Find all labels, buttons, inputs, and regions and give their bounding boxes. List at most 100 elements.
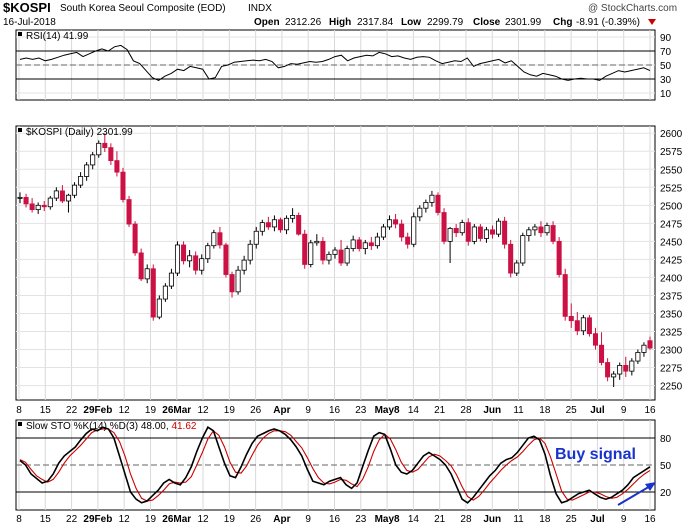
date-tick-label: 16 xyxy=(329,405,341,416)
candle-body xyxy=(344,248,350,264)
high-value: 2317.84 xyxy=(357,17,394,28)
candle-body xyxy=(374,236,380,247)
candle xyxy=(217,226,223,249)
candle xyxy=(108,143,114,165)
candle xyxy=(314,234,320,246)
candle-body xyxy=(17,196,23,199)
buy-signal-arrow xyxy=(617,484,653,506)
open-label: Open xyxy=(254,17,280,28)
date-tick-label: 25 xyxy=(566,514,578,525)
candle xyxy=(405,232,411,249)
date-tick-label: 14 xyxy=(408,405,420,416)
low-value: 2299.79 xyxy=(427,17,464,28)
candle xyxy=(302,229,308,269)
candle-body xyxy=(368,242,374,247)
open-value: 2312.26 xyxy=(285,17,322,28)
candle-body xyxy=(84,164,90,177)
date-tick-label: 18 xyxy=(539,405,551,416)
candle-body xyxy=(314,240,320,244)
candle-body xyxy=(544,225,550,234)
date-tick-label: 21 xyxy=(434,514,446,525)
candle-body xyxy=(435,194,441,213)
candle-body xyxy=(259,222,265,232)
candle-body xyxy=(193,255,199,271)
candle xyxy=(580,314,586,336)
candle-body xyxy=(362,242,368,249)
symbol-label: $KOSPI xyxy=(3,0,51,15)
date-tick-label: 23 xyxy=(355,514,367,525)
candle xyxy=(102,133,108,152)
date-tick-label: 9 xyxy=(305,514,311,525)
date-tick-label: May8 xyxy=(375,514,400,525)
candle-body xyxy=(265,222,271,228)
candle xyxy=(362,239,368,255)
candle-body xyxy=(556,240,562,275)
candle xyxy=(126,195,132,227)
candle-body xyxy=(574,320,580,332)
candle-body xyxy=(78,176,84,186)
candle xyxy=(223,242,229,278)
candle xyxy=(162,283,168,302)
candle xyxy=(399,219,405,242)
date-tick-label: 28 xyxy=(460,514,472,525)
price-legend: $KOSPI (Daily) 2301.99 xyxy=(26,127,133,138)
candle xyxy=(538,221,544,238)
candle-body xyxy=(423,202,429,209)
candle xyxy=(271,215,277,232)
candle xyxy=(374,232,380,249)
rsi-tick-label: 70 xyxy=(660,47,672,58)
candle xyxy=(71,182,78,199)
date-tick-label: 26 xyxy=(250,514,262,525)
date-tick-label: May8 xyxy=(375,405,400,416)
candle xyxy=(447,226,453,263)
candle xyxy=(350,235,356,252)
candle-body xyxy=(417,207,423,218)
quote-date: 16-Jul-2018 xyxy=(3,17,56,28)
candle-body xyxy=(502,220,508,245)
candle xyxy=(65,193,71,213)
candle xyxy=(199,254,205,275)
candle-body xyxy=(71,184,78,196)
date-tick-label: 19 xyxy=(224,405,236,416)
date-tick-label: 9 xyxy=(621,514,627,525)
candle xyxy=(411,212,417,248)
date-tick-label: 16 xyxy=(644,514,656,525)
candle-body xyxy=(508,243,514,274)
candle-body xyxy=(580,317,586,332)
date-tick-label: Apr xyxy=(273,514,290,525)
close-label: Close xyxy=(473,17,501,28)
candle xyxy=(544,222,550,236)
exchange-label: INDX xyxy=(248,3,272,14)
candle xyxy=(508,239,514,278)
rsi-tick-label: 10 xyxy=(660,89,672,100)
candle xyxy=(47,195,53,210)
date-tick-label: Apr xyxy=(273,405,290,416)
rsi-legend-swatch xyxy=(18,32,22,36)
candle-body xyxy=(132,223,138,254)
candle-body xyxy=(465,222,471,242)
candle xyxy=(35,202,41,214)
candle-body xyxy=(429,194,435,203)
price-tick-label: 2450 xyxy=(660,237,683,248)
candle xyxy=(441,208,447,245)
candle xyxy=(344,245,350,266)
price-tick-label: 2600 xyxy=(660,129,683,140)
candle xyxy=(532,224,538,236)
candle-body xyxy=(635,352,641,362)
date-tick-label: 8 xyxy=(16,514,22,525)
candle xyxy=(241,255,247,275)
candle-body xyxy=(447,227,453,242)
candle xyxy=(423,199,429,213)
date-tick-label: 12 xyxy=(197,514,209,525)
rsi-legend: RSI(14) 41.99 xyxy=(26,31,89,42)
date-tick-label: 11 xyxy=(513,514,524,525)
candle-body xyxy=(150,268,156,318)
date-tick-label: 9 xyxy=(621,405,627,416)
candle-body xyxy=(411,216,417,245)
buy-signal-annotation: Buy signal xyxy=(555,446,636,463)
candle xyxy=(181,241,187,265)
candle xyxy=(380,224,386,240)
candle-body xyxy=(108,147,114,162)
candle-body xyxy=(302,233,308,265)
